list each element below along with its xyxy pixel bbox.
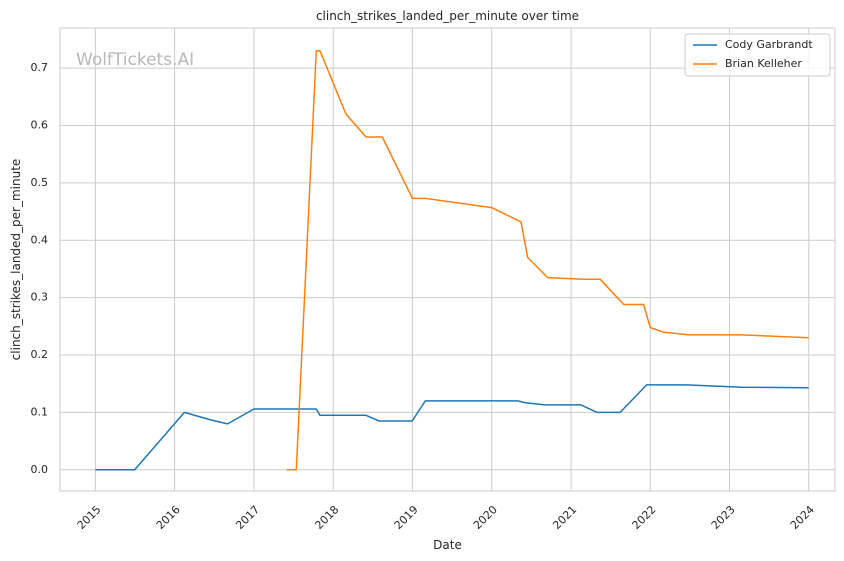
x-tick-label: 2024 [788, 503, 817, 532]
y-axis-title: clinch_strikes_landed_per_minute [9, 159, 23, 361]
watermark-text: WolfTickets.AI [76, 50, 194, 70]
legend: Cody Garbrandt Brian Kelleher [684, 33, 831, 77]
series-line-brian-kelleher [286, 50, 809, 471]
y-tick-label: 0.3 [31, 291, 49, 304]
y-tick-label: 0.0 [31, 463, 49, 476]
x-tick-label: 2018 [312, 503, 341, 532]
series-line-cody-garbrandt [95, 384, 809, 471]
x-tick-label: 2016 [154, 503, 183, 532]
y-tick-label: 0.7 [31, 61, 49, 74]
y-tick-label: 0.5 [31, 176, 49, 189]
legend-box [684, 33, 831, 77]
chart-title: clinch_strikes_landed_per_minute over ti… [316, 9, 579, 23]
x-tick-label: 2017 [233, 503, 262, 532]
x-tick-label: 2021 [550, 503, 579, 532]
y-tick-label: 0.4 [31, 233, 49, 246]
series-lines [95, 50, 809, 471]
legend-label: Brian Kelleher [725, 57, 802, 70]
y-tick-label: 0.2 [31, 348, 49, 361]
y-tick-label: 0.6 [31, 119, 49, 132]
x-tick-label: 2020 [471, 503, 500, 532]
y-tick-label: 0.1 [31, 405, 49, 418]
legend-label: Cody Garbrandt [725, 38, 813, 51]
x-axis-title: Date [433, 538, 462, 552]
grid [60, 28, 835, 491]
x-tick-label: 2015 [75, 503, 104, 532]
plot-frame [59, 27, 836, 492]
x-tick-label: 2019 [392, 503, 421, 532]
x-tick-label: 2022 [630, 503, 659, 532]
x-tick-label: 2023 [709, 503, 738, 532]
